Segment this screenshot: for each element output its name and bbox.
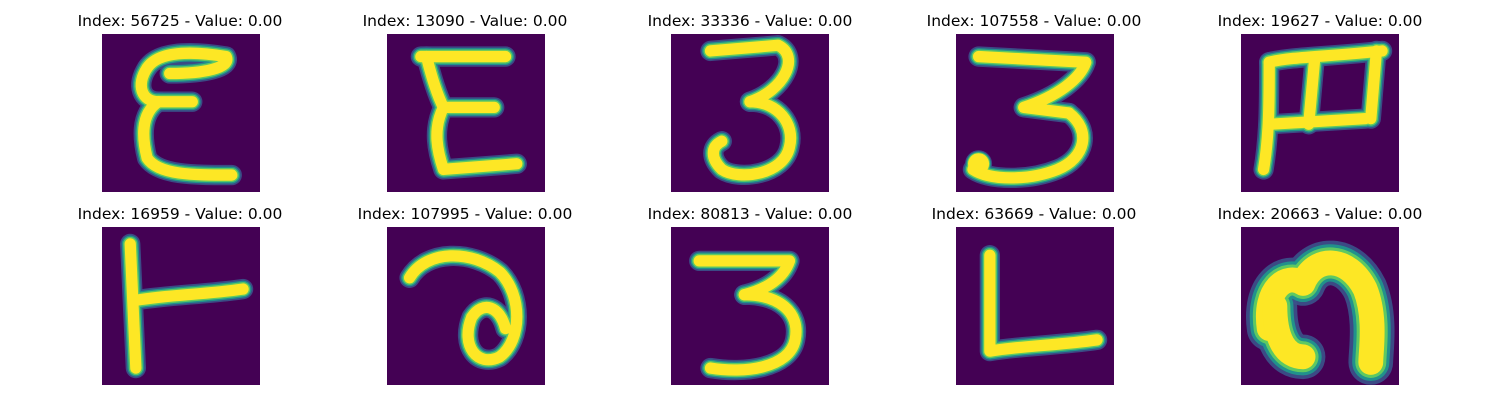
hooked-a-glyph-image <box>387 227 545 385</box>
panel-title: Index: 107558 - Value: 0.00 <box>926 12 1142 30</box>
arch-n-glyph-image <box>1241 227 1399 385</box>
panel-title: Index: 33336 - Value: 0.00 <box>647 12 853 30</box>
panel-title: Index: 56725 - Value: 0.00 <box>77 12 283 30</box>
panel-title: Index: 16959 - Value: 0.00 <box>77 205 283 223</box>
panel-title: Index: 63669 - Value: 0.00 <box>931 205 1137 223</box>
letter-l-glyph-image <box>956 227 1114 385</box>
digit-three-glyph-image <box>671 34 829 192</box>
epsilon-glyph-image <box>102 34 260 192</box>
panel-title: Index: 107995 - Value: 0.00 <box>357 205 573 223</box>
digit-three-glyph-image <box>671 227 829 385</box>
panel-title: Index: 19627 - Value: 0.00 <box>1217 12 1423 30</box>
rotated-t-glyph-image <box>102 227 260 385</box>
panel-title: Index: 20663 - Value: 0.00 <box>1217 205 1423 223</box>
panel-title: Index: 13090 - Value: 0.00 <box>362 12 568 30</box>
rotated-m-glyph-image <box>1241 34 1399 192</box>
panel-title: Index: 80813 - Value: 0.00 <box>647 205 853 223</box>
digit-three-glyph-image <box>956 34 1114 192</box>
epsilon-glyph-image <box>387 34 545 192</box>
